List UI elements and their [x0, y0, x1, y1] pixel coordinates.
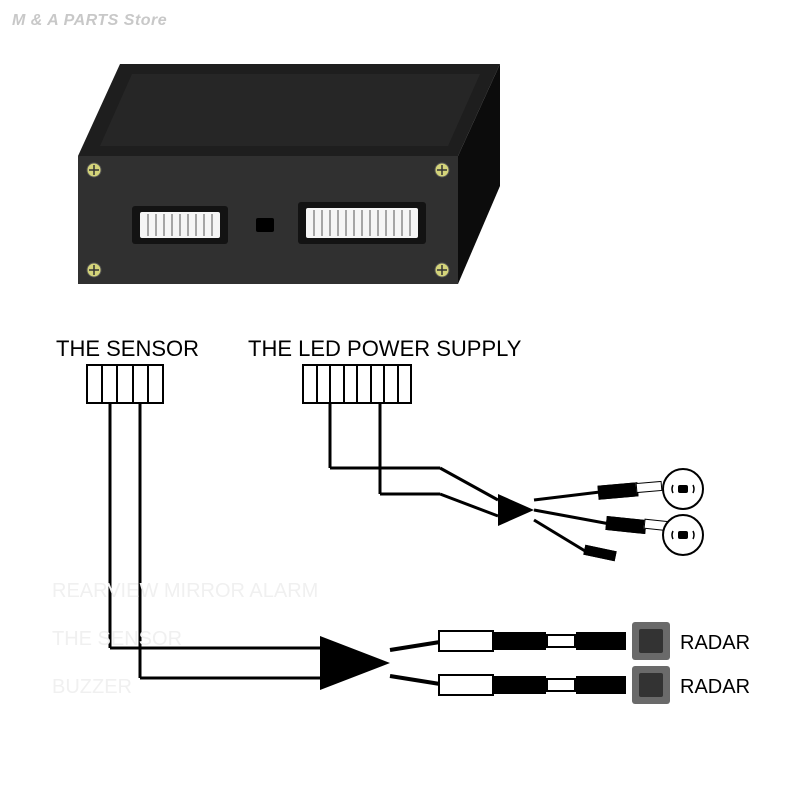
faded-text: REARVIEW MIRROR ALARM [52, 580, 318, 603]
sensor-icon [662, 514, 704, 556]
barrel-plug [546, 678, 576, 692]
faded-text: BUZZER [52, 676, 132, 699]
barrel-plug [494, 676, 546, 694]
radar-sensor [632, 622, 670, 660]
barrel-plug [438, 674, 494, 696]
barrel-plug [438, 630, 494, 652]
barrel-plug [576, 632, 626, 650]
barrel-plug [494, 632, 546, 650]
barrel-plug [576, 676, 626, 694]
barrel-plug [546, 634, 576, 648]
radar-label: RADAR [680, 676, 750, 699]
sensor-icon [662, 468, 704, 510]
radar-label: RADAR [680, 632, 750, 655]
faded-text: THE SENSOR [52, 628, 182, 651]
radar-sensor [632, 666, 670, 704]
